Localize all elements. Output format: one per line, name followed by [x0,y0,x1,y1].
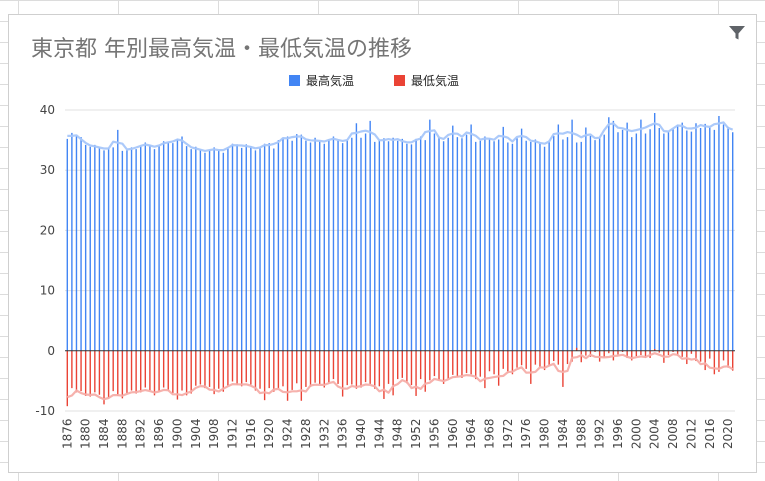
chart-title: 東京都 年別最高気温・最低気温の推移 [31,37,412,62]
y-tick-label: 30 [40,163,55,177]
x-tick-label: 1968 [482,418,496,449]
x-tick-label: 1908 [207,418,221,449]
x-tick-label: 1952 [409,418,423,449]
legend: 最高気温 最低気温 [289,73,459,88]
x-tick-label: 1896 [152,418,166,449]
x-tick-label: 1984 [556,418,570,449]
x-tick-label: 1924 [281,418,295,449]
x-tick-label: 2020 [721,418,735,449]
legend-label-max: 最高気温 [306,73,354,88]
legend-swatch-max [289,75,300,86]
x-tick-label: 1972 [501,418,515,449]
x-tick-label: 1884 [97,418,111,449]
y-tick-label: 0 [47,344,55,358]
x-tick-label: 2000 [629,418,643,449]
x-tick-label: 1920 [262,418,276,449]
x-tick-label: 1932 [317,418,331,449]
x-tick-label: 1956 [427,418,441,449]
x-tick-label: 1936 [336,418,350,449]
chart-plot: 最高気温 最低気温 -10 0 10 20 30 40 1876 1880 1884 1888 1… [35,73,735,449]
x-tick-label: 2012 [684,418,698,449]
trend-line-max [67,121,734,152]
x-tick-label: 1880 [79,418,93,449]
x-tick-label: 1948 [391,418,405,449]
x-tick-label: 1916 [244,418,258,449]
x-tick-label: 1928 [299,418,313,449]
x-tick-label: 1876 [60,418,74,449]
x-tick-label: 1900 [170,418,184,449]
legend-swatch-min [394,75,405,86]
x-tick-label: 1940 [354,418,368,449]
x-tick-label: 1980 [538,418,552,449]
x-tick-label: 1944 [372,418,386,449]
x-tick-label: 1964 [464,418,478,449]
x-tick-label: 1976 [519,418,533,449]
x-tick-label: 1988 [574,418,588,449]
x-tick-label: 1888 [115,418,129,449]
x-tick-label: 2016 [703,418,717,449]
x-tick-label: 1960 [446,418,460,449]
x-tick-label: 1892 [134,418,148,449]
y-tick-label: 40 [40,103,55,117]
chart-card: 東京都 年別最高気温・最低気温の推移 最高気温 最低気温 -10 0 10 20 30 4… [8,14,757,473]
x-tick-label: 1912 [226,418,240,449]
x-tick-label: 1904 [189,418,203,449]
x-tick-label: 2008 [666,418,680,449]
x-tick-label: 2004 [648,418,662,449]
x-tick-label: 1992 [593,418,607,449]
legend-label-min: 最低気温 [411,73,459,88]
x-tick-label: 1996 [611,418,625,449]
y-tick-label: 10 [40,284,55,298]
trend-line-min [66,352,734,401]
y-tick-label: 20 [40,223,55,237]
filter-icon[interactable] [728,25,746,41]
y-tick-label: -10 [35,404,55,418]
